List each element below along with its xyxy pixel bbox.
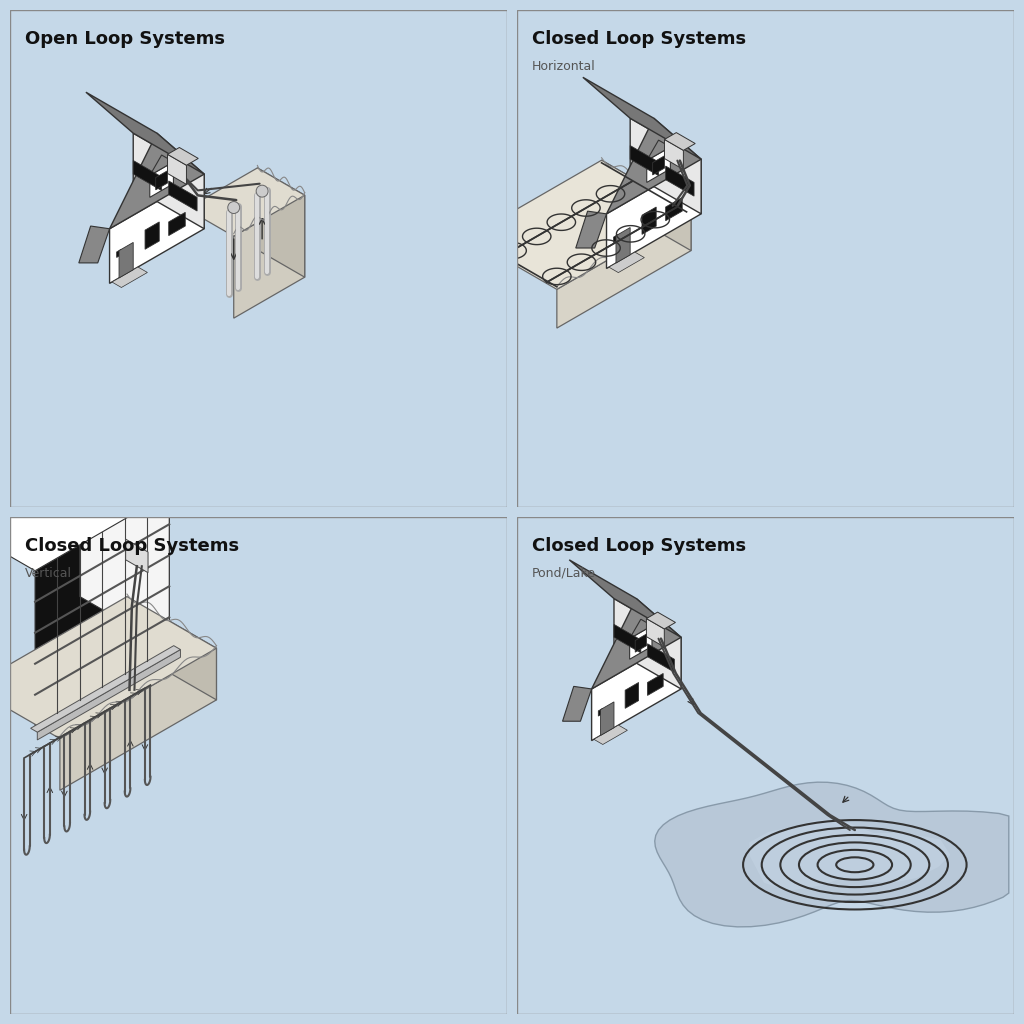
Polygon shape <box>257 168 305 278</box>
Polygon shape <box>0 441 169 570</box>
Polygon shape <box>169 181 197 211</box>
Polygon shape <box>630 118 701 214</box>
Text: Pond/Lake: Pond/Lake <box>532 567 596 580</box>
Polygon shape <box>112 267 147 288</box>
Polygon shape <box>31 646 180 732</box>
Polygon shape <box>635 634 646 652</box>
Polygon shape <box>110 174 204 284</box>
Circle shape <box>227 202 240 213</box>
Polygon shape <box>642 207 656 234</box>
Polygon shape <box>168 155 186 184</box>
Polygon shape <box>80 441 169 648</box>
Polygon shape <box>614 625 641 653</box>
Polygon shape <box>647 644 675 672</box>
Text: Open Loop Systems: Open Loop Systems <box>26 30 225 48</box>
Polygon shape <box>652 156 665 175</box>
Polygon shape <box>647 140 671 161</box>
Polygon shape <box>79 226 110 263</box>
Polygon shape <box>59 648 216 791</box>
Polygon shape <box>119 243 133 278</box>
Polygon shape <box>145 222 160 249</box>
Polygon shape <box>592 637 681 740</box>
Circle shape <box>256 185 268 197</box>
Polygon shape <box>150 162 173 198</box>
Polygon shape <box>600 701 614 735</box>
Polygon shape <box>583 77 701 159</box>
Polygon shape <box>750 819 950 891</box>
Polygon shape <box>666 198 682 221</box>
Polygon shape <box>666 166 694 197</box>
Text: Vertical: Vertical <box>26 567 72 580</box>
Polygon shape <box>630 145 658 176</box>
Polygon shape <box>0 597 216 738</box>
Polygon shape <box>609 252 644 272</box>
Polygon shape <box>557 212 691 328</box>
Polygon shape <box>233 196 305 318</box>
Polygon shape <box>186 168 305 237</box>
Polygon shape <box>616 227 630 263</box>
Polygon shape <box>156 171 168 189</box>
Polygon shape <box>601 160 691 251</box>
Polygon shape <box>606 118 701 214</box>
Polygon shape <box>110 133 204 228</box>
Polygon shape <box>606 159 701 268</box>
Polygon shape <box>169 212 185 236</box>
Polygon shape <box>613 234 618 243</box>
Polygon shape <box>598 709 603 716</box>
Text: Closed Loop Systems: Closed Loop Systems <box>26 537 240 555</box>
Polygon shape <box>133 133 204 228</box>
Polygon shape <box>35 494 169 726</box>
Polygon shape <box>562 686 592 721</box>
Polygon shape <box>665 139 683 170</box>
Polygon shape <box>626 683 639 709</box>
Polygon shape <box>592 599 681 689</box>
Polygon shape <box>575 211 606 248</box>
Polygon shape <box>646 612 676 629</box>
Polygon shape <box>647 674 664 695</box>
Polygon shape <box>168 147 199 165</box>
Polygon shape <box>630 620 652 639</box>
Polygon shape <box>127 597 216 699</box>
Polygon shape <box>86 92 204 174</box>
Polygon shape <box>467 160 691 290</box>
Polygon shape <box>647 146 671 182</box>
Polygon shape <box>150 155 173 175</box>
Polygon shape <box>569 560 681 637</box>
Polygon shape <box>614 599 681 689</box>
Polygon shape <box>133 161 162 190</box>
Polygon shape <box>654 782 1009 927</box>
Polygon shape <box>126 539 148 572</box>
Text: Closed Loop Systems: Closed Loop Systems <box>532 537 746 555</box>
Text: Closed Loop Systems: Closed Loop Systems <box>532 30 746 48</box>
Polygon shape <box>37 649 180 740</box>
Polygon shape <box>630 626 652 659</box>
Polygon shape <box>665 132 695 151</box>
Polygon shape <box>594 725 628 744</box>
Polygon shape <box>646 618 665 647</box>
Text: Horizontal: Horizontal <box>532 59 596 73</box>
Polygon shape <box>117 249 122 257</box>
